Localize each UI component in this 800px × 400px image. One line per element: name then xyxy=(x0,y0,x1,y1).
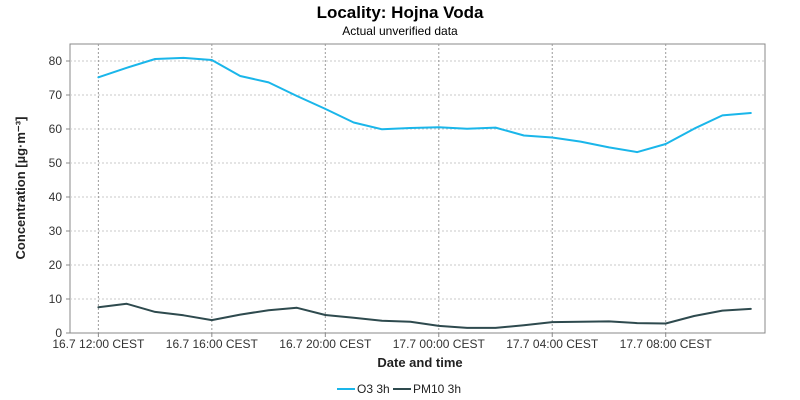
grid xyxy=(70,44,765,333)
x-tick-label: 16.7 12:00 CEST xyxy=(52,337,145,351)
y-tick-label: 50 xyxy=(49,156,63,170)
y-tick-label: 10 xyxy=(49,292,63,306)
plot-area xyxy=(69,43,766,334)
x-tick-label: 17.7 04:00 CEST xyxy=(506,337,599,351)
y-axis-ticks: 0 10 20 30 40 50 60 70 80 xyxy=(49,54,70,340)
x-tick-label: 17.7 08:00 CEST xyxy=(620,337,713,351)
y-tick-label: 80 xyxy=(49,54,63,68)
x-tick-label: 16.7 16:00 CEST xyxy=(166,337,259,351)
x-axis-ticks: 16.7 12:00 CEST 16.7 16:00 CEST 16.7 20:00… xyxy=(52,333,712,351)
y-axis-label: Concentration [µg·m⁻³] xyxy=(13,117,28,260)
series-lines xyxy=(97,56,752,329)
x-axis-label: Date and time xyxy=(377,355,462,370)
chart-subtitle: Actual unverified data xyxy=(342,24,458,38)
legend-label-pm10: PM10 3h xyxy=(413,382,461,396)
legend-label-o3: O3 3h xyxy=(357,382,390,396)
series-line-o3 xyxy=(97,56,752,154)
y-tick-label: 20 xyxy=(49,258,63,272)
y-tick-label: 60 xyxy=(49,122,63,136)
y-tick-label: 0 xyxy=(55,326,62,340)
series-line-pm10 xyxy=(97,302,752,329)
chart-title: Locality: Hojna Voda xyxy=(317,3,484,22)
y-tick-label: 40 xyxy=(49,190,63,204)
x-tick-label: 17.7 00:00 CEST xyxy=(393,337,486,351)
x-tick-label: 16.7 20:00 CEST xyxy=(279,337,372,351)
y-tick-label: 70 xyxy=(49,88,63,102)
y-tick-label: 30 xyxy=(49,224,63,238)
legend: O3 3h PM10 3h xyxy=(337,382,461,396)
